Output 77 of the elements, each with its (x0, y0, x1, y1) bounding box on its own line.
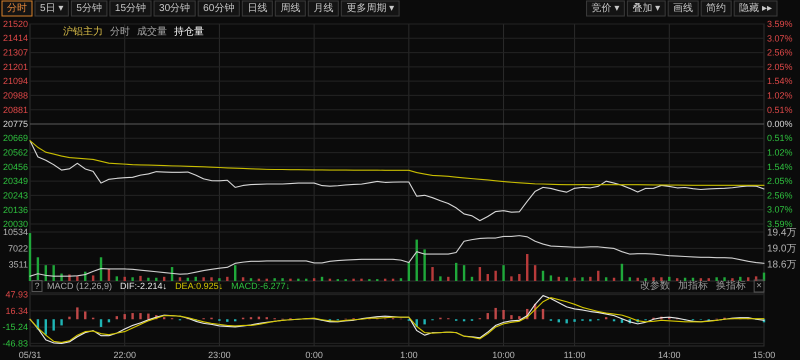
text: 月线 (313, 2, 334, 14)
annotation: 改参数 (640, 280, 670, 292)
x-tick-label: 23:00 (208, 350, 231, 360)
y-tick-label: 20988 (2, 90, 28, 100)
text: DEA:0.925↓ (175, 281, 224, 291)
y-tick-label: 3511 (8, 260, 28, 270)
y-tick-label: 20775 (2, 119, 28, 129)
x-tick-label: 10:00 (492, 350, 515, 360)
y-tick-label: 21094 (2, 76, 28, 86)
annotation: 分时 (110, 26, 130, 38)
text: 隐藏 ▸▸ (739, 2, 772, 14)
text: 30分钟 (159, 2, 190, 14)
y2-tick-label: 19.0万 (767, 243, 796, 254)
text: 日线 (247, 2, 268, 14)
y-tick-label: 21201 (2, 62, 28, 72)
y2-tick-label: 18.6万 (767, 259, 796, 270)
x-tick-label: 11:00 (564, 350, 586, 360)
y2-tick-label: 3.59% (767, 19, 793, 29)
text: 竞价 ▾ (592, 2, 620, 14)
y2-tick-label: 2.05% (767, 62, 793, 72)
y2-tick-label: 0.00% (767, 119, 793, 129)
text: 叠加 ▾ (632, 2, 660, 14)
y-tick-label: 10534 (2, 227, 28, 237)
y-tick-label: 20030 (2, 219, 28, 229)
text: 15分钟 (114, 2, 146, 14)
y-tick-label: -15.24 (2, 322, 28, 332)
y-tick-label: 7022 (8, 243, 28, 254)
y2-tick-label: 2.05% (767, 176, 793, 186)
y-tick-label: 47.93 (5, 290, 28, 300)
annotation: MACD:-6.277↓ (231, 281, 290, 291)
y-tick-label: 21414 (2, 33, 28, 44)
y2-tick-label: 1.54% (767, 76, 793, 86)
y2-tick-label: 19.4万 (767, 227, 796, 238)
y2-tick-label: 3.07% (767, 33, 793, 44)
chart-title: MACD (12,26,9) (47, 281, 112, 291)
text: 分时 (7, 2, 27, 14)
text: 简约 (706, 2, 726, 14)
annotation: 换指标 (716, 280, 746, 292)
x-tick-label: 0:00 (305, 350, 323, 360)
y2-tick-label: 0.51% (767, 133, 793, 144)
x-tick-label: 05/31 (18, 350, 42, 360)
annotation: 沪铝主力 (63, 26, 103, 38)
y-tick-label: 20456 (2, 162, 28, 172)
y-tick-label: -46.83 (2, 338, 28, 348)
y2-tick-label: 1.02% (767, 90, 793, 101)
y2-tick-label: 1.54% (767, 162, 793, 172)
y-tick-label: 20349 (2, 176, 28, 186)
x-tick-label: 14:00 (658, 350, 681, 360)
y-tick-label: 20881 (2, 104, 28, 115)
y2-tick-label: 0.51% (767, 104, 793, 115)
y-tick-label: 21307 (2, 48, 28, 58)
y-tick-label: 20669 (2, 133, 28, 144)
annotation: × (756, 280, 762, 292)
text: 画线 (673, 2, 694, 14)
annotation: ? (34, 281, 40, 291)
y2-tick-label: 2.56% (767, 190, 793, 200)
y2-tick-label: 1.02% (767, 147, 793, 158)
text: 5日 ▾ (40, 3, 64, 14)
y-tick-label: 21520 (2, 19, 28, 29)
text: 周线 (280, 2, 300, 14)
text: 更多周期 ▾ (346, 2, 394, 14)
annotation: 持仓量 (174, 26, 204, 38)
y-tick-label: 16.34 (5, 306, 28, 316)
y2-tick-label: 3.59% (767, 219, 793, 229)
annotation: 成交量 (137, 26, 167, 38)
y2-tick-label: 2.56% (767, 48, 793, 58)
text: DIF:-2.214↓ (120, 281, 168, 291)
annotation: 加指标 (678, 280, 708, 292)
y-tick-label: 20562 (2, 148, 28, 158)
x-tick-label: 15:00 (752, 350, 776, 360)
y-tick-label: 20243 (2, 190, 28, 200)
x-tick-label: 1:00 (400, 350, 418, 360)
y2-tick-label: 3.07% (767, 204, 793, 215)
text: 5分钟 (76, 2, 102, 14)
x-tick-label: 22:00 (113, 350, 136, 360)
y-tick-label: 20136 (2, 204, 28, 215)
text: 60分钟 (203, 2, 234, 14)
